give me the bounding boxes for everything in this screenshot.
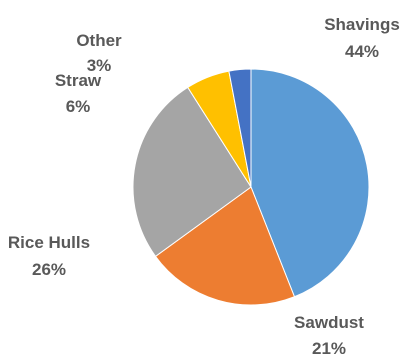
slice-value-shavings: 44% (345, 42, 379, 61)
pie-slice-shavings (250, 68, 370, 298)
slice-value-straw: 6% (66, 97, 91, 116)
slice-value-other: 3% (87, 56, 112, 75)
pie-slice-sawdust (154, 186, 296, 306)
slice-value-rice-hulls: 26% (32, 260, 66, 279)
slice-label-shavings: Shavings (324, 15, 400, 34)
pie-slice-rice-hulls (132, 86, 252, 258)
slice-label-rice-hulls: Rice Hulls (8, 233, 90, 252)
slice-value-sawdust: 21% (312, 339, 346, 355)
slice-label-straw: Straw (55, 71, 102, 90)
slice-label-sawdust: Sawdust (294, 313, 364, 332)
slice-label-other: Other (76, 31, 122, 50)
pie-data-labels: Shavings 44% Sawdust 21% Rice Hulls 26% Straw 6… (8, 15, 400, 355)
pie-slices (132, 68, 370, 306)
pie-slice-other (228, 68, 252, 188)
